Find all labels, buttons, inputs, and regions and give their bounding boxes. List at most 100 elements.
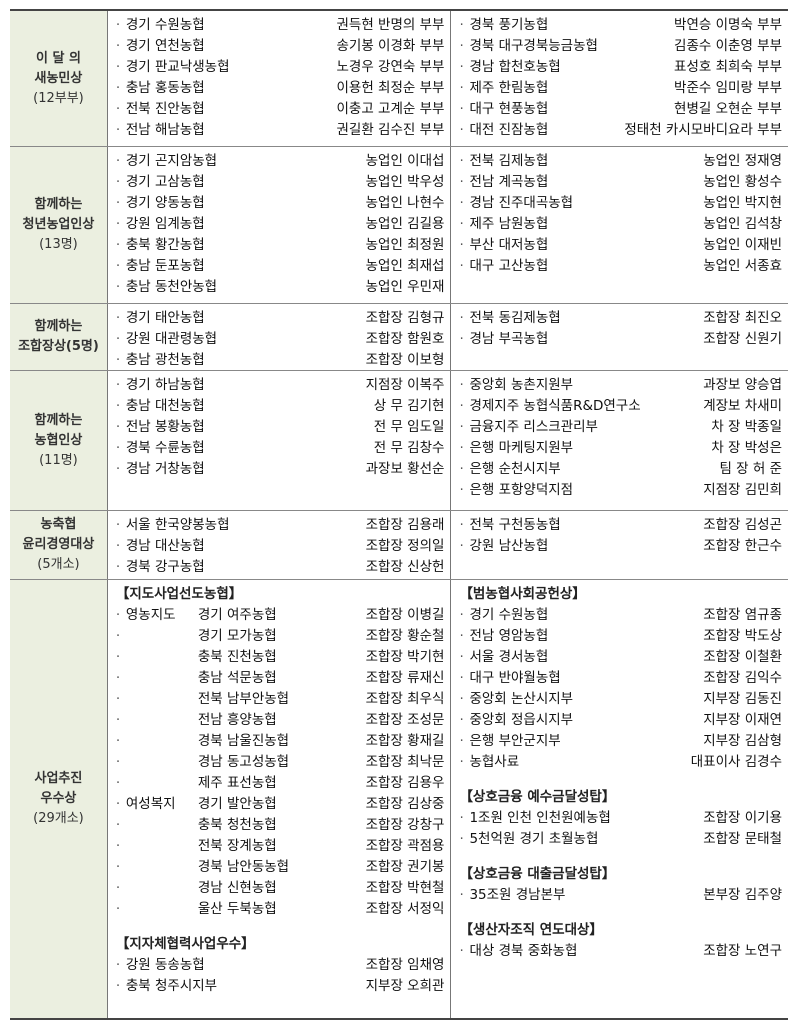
awardee-list-item: · 부산 대저농협 농업인 이재빈 <box>459 235 782 256</box>
award-category-label: 함께하는 조합장상(5명) <box>10 304 108 370</box>
organization-name: 농협사료 <box>469 754 520 770</box>
awardee-list-item: · 대구 현풍농협 현병길 오현순 부부 <box>459 99 782 120</box>
awardee-name: 농업인 박우성 <box>365 174 445 190</box>
awardee-list-item: · 경북 강구농협 조합장 신상헌 <box>116 557 445 578</box>
bullet: · <box>115 838 121 854</box>
bullet: · <box>115 978 121 994</box>
organization-name: 전남 계곡농협 <box>469 174 549 190</box>
organization-name: 경기 양동농협 <box>125 195 205 211</box>
awardee-name: 박준수 임미랑 부부 <box>674 80 782 96</box>
awardee-list-item: · 충남 대천농협 상 무 김기현 <box>116 396 445 417</box>
category-label-line: (29개소) <box>33 811 84 826</box>
organization-name: 충남 광천농협 <box>125 352 205 368</box>
awardee-list-item: · 경기 곤지암농협 농업인 이대섭 <box>116 151 445 172</box>
awardee-group: 【지자체협력사업우수】 · 강원 동송농협 조합장 임채영 · 충북 청주시지부 지부장 오… <box>116 934 445 997</box>
organization-name: 전북 진안농협 <box>125 101 205 117</box>
awardee-group: 【지도사업선도농협】 · 영농지도 경기 여주농협 조합장 이병길 · 경기 모가농협 조합장… <box>116 584 445 920</box>
bullet: · <box>115 377 121 393</box>
award-category-label: 사업추진 우수상 (29개소) <box>10 580 108 1018</box>
awardee-name: 조합장 함원호 <box>365 331 445 347</box>
bullet: · <box>115 174 121 190</box>
award-subcategory <box>126 899 198 920</box>
awardee-group: · 전북 구천동농협 조합장 김성곤 · 강원 남산농협 조합장 한근수 <box>459 515 782 557</box>
bullet: · <box>115 331 121 347</box>
bullet: · <box>115 80 121 96</box>
organization-name: 경남 신현농협 <box>197 880 277 896</box>
awardee-name: 조합장 황재길 <box>365 733 445 749</box>
bullet: · <box>459 943 464 959</box>
organization-name: 전남 흥양농협 <box>197 712 277 728</box>
awardee-column-left: · 경기 하남농협 지점장 이복주 · 충남 대천농협 상 무 김기현 · 전남 봉황농협 전 … <box>108 371 452 510</box>
awardee-list-item: · 강원 임계농협 농업인 김길용 <box>116 214 445 235</box>
bullet: · <box>115 957 121 973</box>
organization-name: 서울 경서농협 <box>469 649 549 665</box>
awardee-name: 조합장 박현철 <box>365 880 445 896</box>
awardee-list-item: · 은행 부안군지부 지부장 김삼형 <box>459 731 782 752</box>
organization-name: 전북 동김제농협 <box>469 310 561 326</box>
organization-name: 경기 수원농협 <box>469 607 549 623</box>
bullet: · <box>115 712 121 728</box>
organization-name: 5천억원 경기 초월농협 <box>469 831 599 847</box>
awardee-name: 농업인 서종효 <box>703 258 782 274</box>
awardee-list-item: · 중앙회 논산시지부 지부장 김동진 <box>459 689 782 710</box>
awardee-name: 과장보 양승엽 <box>703 377 782 393</box>
bullet: · <box>459 38 464 54</box>
bullet: · <box>459 310 464 326</box>
category-label-line: (11명) <box>39 452 78 468</box>
awardee-list-item: · 경남 신현농협 조합장 박현철 <box>116 878 445 899</box>
bullet: · <box>115 901 121 917</box>
awardee-list-item: · 경기 태안농협 조합장 김형규 <box>116 308 445 329</box>
awardee-name: 조합장 김성곤 <box>703 517 782 533</box>
category-label-line: 함께하는 <box>34 197 83 212</box>
awardee-list-item: · 전남 해남농협 권길환 김수진 부부 <box>116 120 445 141</box>
organization-name: 은행 포항양덕지점 <box>469 482 574 498</box>
awardee-name: 조합장 조성문 <box>365 712 445 728</box>
award-subcategory: 영농지도 <box>125 607 176 623</box>
bullet: · <box>115 59 121 75</box>
bullet: · <box>459 670 464 686</box>
organization-name: 경기 연천농협 <box>125 38 205 54</box>
awardee-group: · 서울 한국양봉농협 조합장 김용래 · 경남 대산농협 조합장 정의일 · 경북 강구농협… <box>116 515 445 578</box>
awardee-list-item: · 농협사료 대표이사 김경수 <box>459 752 782 773</box>
awardee-list-item: · 경제지주 농협식품R&D연구소 계장보 차새미 <box>459 396 782 417</box>
awardee-list-item: · 대구 고산농협 농업인 서종효 <box>459 256 782 277</box>
organization-name: 경기 모가농협 <box>197 628 277 644</box>
awardee-list-item: · 경남 동고성농협 조합장 최낙문 <box>116 752 445 773</box>
organization-name: 충북 진천농협 <box>197 649 277 665</box>
awardee-name: 전 무 김창수 <box>373 440 445 456</box>
awardee-name: 조합장 박기현 <box>365 649 445 665</box>
awardee-list-item: · 서울 한국양봉농협 조합장 김용래 <box>116 515 445 536</box>
bullet: · <box>459 482 464 498</box>
awardee-name: 지부장 이재연 <box>703 712 782 728</box>
awardee-list-item: · 전북 장계농협 조합장 곽점용 <box>116 836 445 857</box>
awardee-name: 농업인 우민재 <box>365 279 445 295</box>
organization-name: 전남 영암농협 <box>469 628 549 644</box>
awardee-name: 조합장 황순철 <box>365 628 445 644</box>
awardee-name: 조합장 염규종 <box>703 607 782 623</box>
awardee-list-item: · 경남 대산농협 조합장 정의일 <box>116 536 445 557</box>
awardee-name: 조합장 최진오 <box>703 310 782 326</box>
awardee-name: 조합장 서정익 <box>365 901 445 917</box>
organization-name: 경북 수륜농협 <box>125 440 205 456</box>
awardee-list-item: · 경남 부곡농협 조합장 신원기 <box>459 329 782 350</box>
awardee-list-item: · 전북 동김제농협 조합장 최진오 <box>459 308 782 329</box>
organization-name: 전남 봉황농협 <box>125 419 205 435</box>
awardee-name: 현병길 오현순 부부 <box>674 101 782 117</box>
award-subcategory <box>126 773 198 794</box>
category-label-line: (13명) <box>39 237 78 252</box>
awardee-name: 대표이사 김경수 <box>690 754 782 770</box>
bullet: · <box>459 377 464 393</box>
awardee-name: 지부장 김삼형 <box>703 733 782 749</box>
award-subcategory <box>126 647 198 668</box>
organization-name: 충남 동천안농협 <box>125 279 218 295</box>
award-section-row: 이 달 의 새농민상 (12부부) · 경기 수원농협 권득현 반명의 부부 · 경기 연천농… <box>10 11 788 146</box>
award-subcategory <box>126 752 198 773</box>
group-heading: 【생산자조직 연도대상】 <box>459 922 603 938</box>
bullet: · <box>115 670 121 686</box>
bullet: · <box>115 796 121 812</box>
organization-name: 경기 수원농협 <box>125 17 205 33</box>
awardee-list-item: · 은행 포항양덕지점 지점장 김민희 <box>459 480 782 501</box>
bullet: · <box>115 153 121 169</box>
bullet: · <box>459 174 464 190</box>
awardee-name: 조합장 박도상 <box>703 628 782 644</box>
